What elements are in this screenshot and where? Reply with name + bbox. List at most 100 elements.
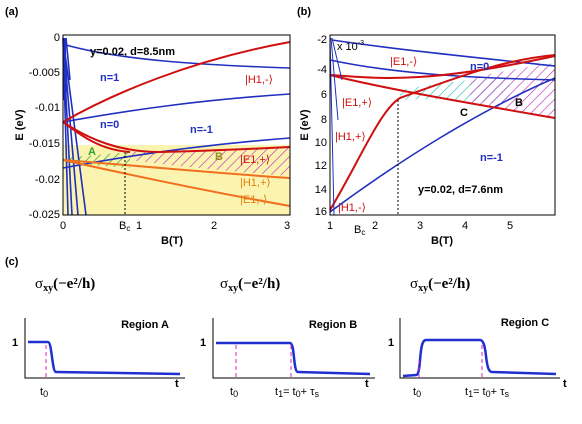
y-tick-label: 1: [200, 337, 206, 349]
y-axis-label: E (eV): [14, 109, 26, 141]
x-tick-label: 1: [136, 220, 142, 232]
time-label: t0: [230, 386, 238, 399]
axes: [329, 34, 556, 216]
state-label: |H1,-⟩: [338, 202, 366, 214]
state-label: |E1,+⟩: [240, 154, 270, 166]
time-label: t1= t0+ τs: [465, 386, 509, 399]
text-part: 0: [416, 389, 421, 399]
y-tick-label: -0.015: [29, 138, 60, 150]
text-part: 1: [468, 389, 473, 399]
text-part: -3: [358, 40, 364, 47]
text-part: xy: [418, 283, 428, 294]
x-tick-label: 2: [372, 220, 378, 232]
x-tick-label: 0: [60, 220, 66, 232]
y-tick-label: 10: [315, 137, 327, 149]
curve: [329, 55, 556, 79]
text-part: t: [230, 386, 233, 398]
level-label: n=0: [100, 119, 119, 131]
state-label: |E1,-⟩: [240, 194, 267, 206]
state-label: |H1,+⟩: [335, 131, 366, 143]
subplot: [24, 318, 185, 379]
curve: [329, 77, 556, 213]
panel-label: (b): [297, 6, 311, 18]
y-tick-label: -0.005: [29, 67, 60, 79]
text-part: (−e²/h): [53, 276, 95, 292]
level-label: n=-1: [480, 152, 503, 164]
panel-a: (a) 0 -0.005 -0.01 -0.015 -0.02 -0.025 0…: [5, 6, 291, 247]
curve: [62, 121, 131, 153]
state-label: |H1,-⟩: [245, 74, 273, 86]
y-tick-label: 12: [315, 160, 327, 172]
y-tick-label: -4: [317, 64, 327, 76]
text-part: + τ: [491, 386, 505, 398]
x-tick-label: 5: [507, 220, 513, 232]
y-tick-label: -2: [317, 34, 327, 46]
text-part: x 10: [337, 41, 358, 53]
x-axis-label: t: [365, 378, 369, 390]
curve: [331, 39, 556, 67]
text-part: σ: [35, 276, 43, 292]
y-tick-label: 6: [321, 89, 327, 101]
bc-label: Bc: [354, 224, 365, 237]
x-axis-label: B(T): [431, 235, 453, 247]
panel-label: (a): [5, 6, 19, 18]
curve: [216, 341, 371, 376]
level-label: n=1: [100, 72, 119, 84]
x-tick-label: 3: [284, 220, 290, 232]
annotation: y=0.02, d=7.6nm: [418, 184, 503, 196]
scale-label: x 10-3: [337, 40, 364, 53]
text-part: s: [504, 389, 509, 399]
x-axis-label: B(T): [161, 235, 183, 247]
text-part: B: [354, 224, 361, 236]
y-tick-label: -0.025: [29, 209, 60, 221]
region-label: B: [215, 151, 223, 163]
curve: [402, 338, 557, 378]
region-title: Region A: [121, 319, 169, 331]
y-axis-label: E (eV): [299, 109, 311, 141]
curve: [329, 54, 556, 211]
axes: [212, 318, 375, 379]
y-tick-label: -0.01: [35, 102, 60, 114]
time-label: t0: [413, 386, 421, 399]
text-part: t: [413, 386, 416, 398]
text-part: t: [40, 386, 43, 398]
text-part: (−e²/h): [238, 276, 280, 292]
curve: [62, 137, 291, 169]
text-part: = t: [283, 386, 296, 398]
bc-label: Bc: [119, 220, 130, 233]
text-part: 1: [278, 389, 283, 399]
y-tick-label: 1: [12, 337, 18, 349]
state-label: |E1,+⟩: [342, 97, 372, 109]
text-part: xy: [228, 283, 238, 294]
level-label: n=0: [470, 61, 489, 73]
text-part: s: [314, 389, 319, 399]
level-label: n=-1: [190, 124, 213, 136]
text-part: = t: [473, 386, 486, 398]
x-axis-label: t: [175, 378, 179, 390]
y-tick-label: 1: [388, 337, 394, 349]
y-tick-label: 0: [54, 32, 60, 44]
time-label: t0: [40, 386, 48, 399]
text-part: σ: [220, 276, 228, 292]
text-part: 0: [296, 389, 301, 399]
curve: [62, 93, 291, 123]
text-part: (−e²/h): [428, 276, 470, 292]
y-axis-label: σxy(−e²/h): [220, 276, 280, 294]
region-title: Region B: [309, 319, 357, 331]
region-label: A: [88, 146, 96, 158]
curve: [28, 340, 181, 376]
text-part: c: [126, 224, 130, 233]
text-part: σ: [410, 276, 418, 292]
subplot: [399, 318, 560, 379]
text-part: + τ: [301, 386, 315, 398]
x-tick-label: 4: [462, 220, 468, 232]
panel-label: (c): [5, 256, 19, 268]
x-axis-label: t: [563, 378, 567, 390]
y-tick-label: 16: [315, 206, 327, 218]
y-axis-label: σxy(−e²/h): [410, 276, 470, 294]
annotation: y=0.02, d=8.5nm: [90, 46, 175, 58]
axes: [399, 318, 560, 379]
x-tick-label: 1: [327, 220, 333, 232]
y-tick-label: 14: [315, 184, 327, 196]
